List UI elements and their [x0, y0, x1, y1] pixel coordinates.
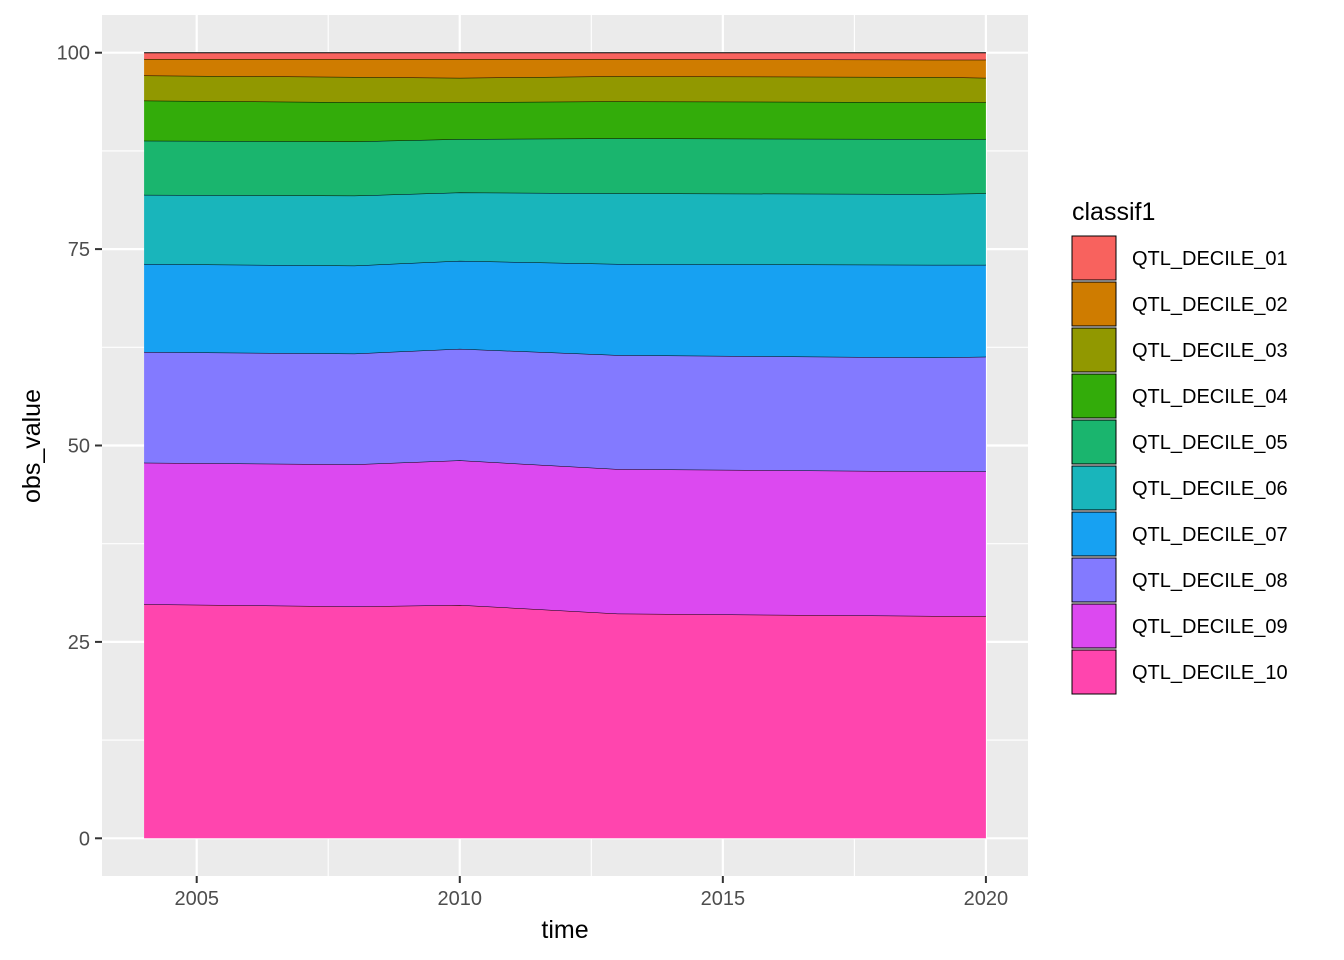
legend-key-qtl-decile-08	[1071, 557, 1117, 603]
y-tick-label: 25	[68, 632, 90, 654]
area-outline-qtl-decile-03	[144, 74, 986, 79]
y-tick-label: 50	[68, 436, 90, 458]
legend-label-qtl-decile-03: QTL_DECILE_03	[1132, 340, 1288, 362]
legend-key-qtl-decile-03	[1071, 327, 1117, 373]
legend-key-qtl-decile-06	[1071, 465, 1117, 511]
legend-key-qtl-decile-07	[1071, 511, 1117, 557]
x-axis-title: time	[541, 916, 588, 944]
y-tick-label: 75	[68, 239, 90, 261]
x-axis: 2005 2010 2015 2020	[174, 876, 1008, 910]
area-qtl-decile-03	[144, 75, 986, 103]
legend-label-qtl-decile-02: QTL_DECILE_02	[1132, 294, 1288, 316]
y-axis: 0 25 50 75 100	[57, 43, 102, 850]
legend-label-qtl-decile-10: QTL_DECILE_10	[1132, 662, 1288, 684]
area-qtl-decile-10	[144, 604, 986, 839]
area-qtl-decile-08	[144, 348, 986, 472]
x-tick-label: 2020	[964, 888, 1009, 910]
legend-key-qtl-decile-01	[1071, 235, 1117, 281]
legend-label-qtl-decile-06: QTL_DECILE_06	[1132, 478, 1288, 500]
legend-items: QTL_DECILE_01 QTL_DECILE_02 QTL_DECILE_03 Q…	[1071, 235, 1288, 695]
legend-label-qtl-decile-04: QTL_DECILE_04	[1132, 386, 1288, 408]
area-qtl-decile-05	[144, 138, 986, 196]
stacked-areas	[144, 52, 986, 839]
y-axis-title: obs_value	[18, 389, 46, 503]
area-qtl-decile-04	[144, 100, 986, 142]
x-tick-label: 2015	[701, 888, 746, 910]
legend: classif1 QTL_DECILE_01QTL_DECILE_02QTL_D…	[1071, 198, 1288, 695]
legend-key-qtl-decile-02	[1071, 281, 1117, 327]
y-tick-label: 0	[79, 828, 90, 850]
legend-label-qtl-decile-09: QTL_DECILE_09	[1132, 616, 1288, 638]
area-qtl-decile-09	[144, 460, 986, 616]
legend-label-qtl-decile-05: QTL_DECILE_05	[1132, 432, 1288, 454]
area-qtl-decile-07	[144, 260, 986, 358]
legend-key-qtl-decile-04	[1071, 373, 1117, 419]
legend-label-qtl-decile-07: QTL_DECILE_07	[1132, 524, 1288, 546]
x-tick-label: 2005	[174, 888, 219, 910]
legend-title: classif1	[1072, 198, 1155, 226]
area-qtl-decile-06	[144, 192, 986, 266]
x-tick-label: 2010	[438, 888, 483, 910]
legend-label-qtl-decile-08: QTL_DECILE_08	[1132, 570, 1288, 592]
area-qtl-decile-01	[144, 52, 986, 60]
legend-key-qtl-decile-05	[1071, 419, 1117, 465]
legend-key-qtl-decile-09	[1071, 603, 1117, 649]
area-qtl-decile-02	[144, 58, 986, 78]
legend-key-qtl-decile-10	[1071, 649, 1117, 695]
legend-label-qtl-decile-01: QTL_DECILE_01	[1132, 248, 1288, 270]
y-tick-label: 100	[57, 43, 90, 65]
